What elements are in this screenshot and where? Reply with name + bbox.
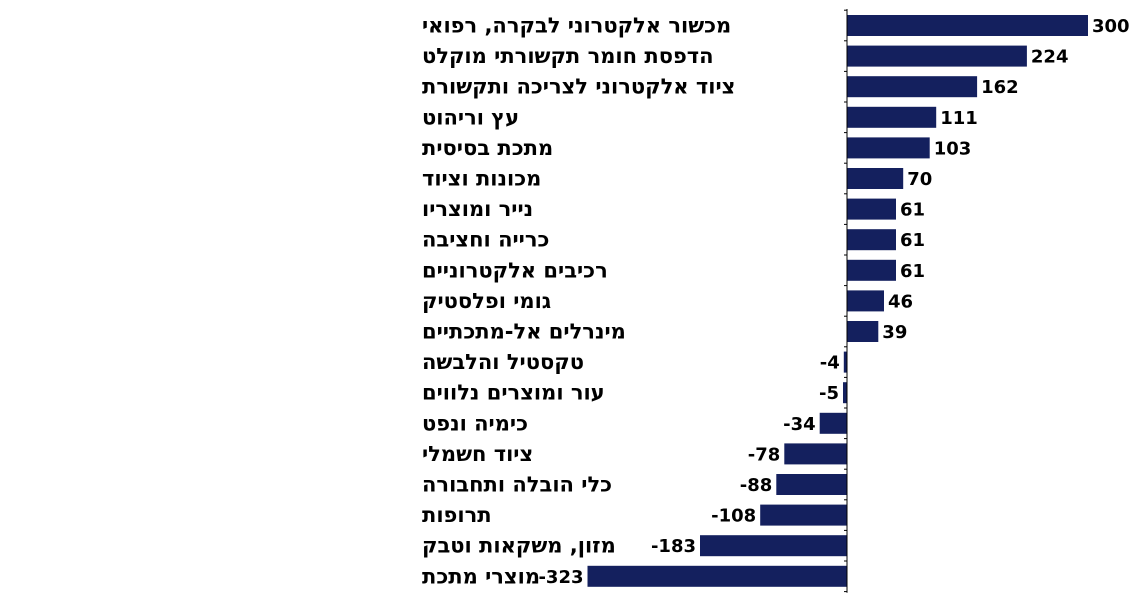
data-label: -108 (711, 506, 756, 527)
data-label: 61 (900, 200, 925, 221)
category-tick-label: מתכת בסיסית (422, 136, 553, 160)
category-tick-label: עור ומוצרים נלווים (422, 381, 605, 405)
category-tick-label: מכשור אלקטרוני לבקרה, רפואי (422, 14, 731, 38)
bar (847, 15, 1088, 36)
bar (847, 229, 896, 251)
category-tick-label: תרופות (422, 503, 492, 527)
bar (847, 259, 896, 281)
data-label: -4 (820, 353, 840, 374)
bar (847, 76, 978, 98)
bar (700, 535, 847, 557)
category-tick-label: כרייה וחציבה (422, 228, 549, 252)
category-tick-label: הדפסת חומר תקשורתי מוקלט (422, 44, 714, 68)
data-label: 103 (934, 138, 972, 159)
category-tick-label: כלי הובלה ותחבורה (422, 473, 612, 497)
bar (843, 351, 847, 373)
category-tick-label: מינרלים אל-מתכתיים (422, 320, 626, 344)
category-tick-label: רכיבים אלקטרוניים (422, 258, 608, 282)
data-label: -323 (538, 567, 583, 588)
bar (847, 45, 1027, 67)
category-tick-label: ציוד אלקטרוני לצריכה ותקשורת (422, 75, 735, 99)
data-label: 61 (900, 261, 925, 282)
bar (843, 382, 847, 404)
bar (847, 198, 896, 220)
category-tick-label: כימיה ונפט (422, 411, 528, 435)
category-tick-label: מכונות וציוד (422, 167, 541, 191)
category-tick-label: ציוד חשמלי (422, 442, 533, 466)
bar (784, 443, 847, 465)
category-labels-group: מכשור אלקטרוני לבקרה, רפואי הדפסת חומר תק… (422, 14, 735, 589)
bar (760, 504, 847, 526)
bar (847, 290, 884, 312)
data-label: -88 (740, 475, 773, 496)
data-label: 300 (1092, 16, 1130, 37)
bar (819, 412, 847, 434)
category-tick-label: טקסטיל והלבשה (422, 350, 584, 374)
data-label: 224 (1031, 47, 1069, 68)
data-label: -183 (651, 536, 696, 557)
bar (847, 106, 937, 128)
bar (847, 168, 904, 189)
data-label: -34 (783, 414, 816, 435)
category-tick-label: נייר ומוצריו (422, 197, 533, 221)
category-tick-label: מוצרי מתכת (422, 564, 540, 588)
category-tick-label: גומי ופלסטיק (422, 289, 551, 313)
data-label: 70 (907, 169, 932, 190)
bar (847, 321, 879, 342)
bars-group (587, 15, 1088, 587)
data-label: 46 (888, 291, 913, 312)
data-label: 162 (981, 77, 1019, 98)
data-label: 39 (882, 322, 907, 343)
bar (587, 565, 847, 587)
bar (776, 474, 847, 495)
category-tick-label: מזון, משקאות וטבק (422, 534, 616, 558)
data-label: 111 (940, 108, 978, 129)
axis-group (844, 9, 848, 593)
data-label: 61 (900, 230, 925, 251)
data-label: -5 (819, 383, 839, 404)
data-label: -78 (748, 444, 781, 465)
category-tick-label: עץ וריהוט (422, 105, 519, 129)
bar (847, 137, 930, 159)
